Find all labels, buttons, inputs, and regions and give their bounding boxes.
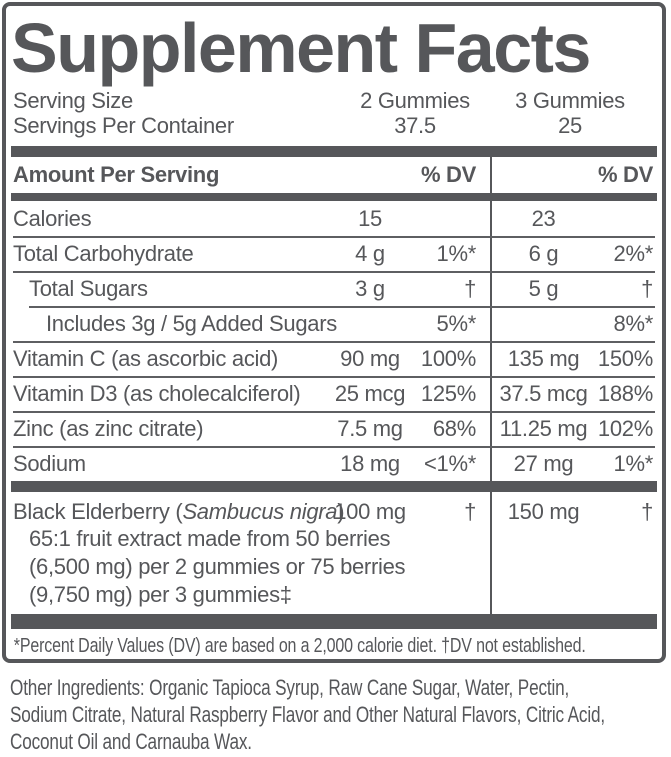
nutrient-name: Total Sugars xyxy=(29,275,148,301)
nutrient-name: Sodium xyxy=(13,450,86,476)
nutrient-amount-2g: 90 mg xyxy=(340,345,400,371)
thick-divider-bar xyxy=(11,481,657,492)
row-calories: Calories 15 23 xyxy=(13,201,655,236)
nutrient-name: Includes 3g / 5g Added Sugars xyxy=(46,310,337,336)
nutrient-amount-3g: 27 mg xyxy=(490,446,595,481)
nutrient-amount-2g: 15 xyxy=(358,205,382,231)
nutrient-amount-2g: 7.5 mg xyxy=(337,415,403,441)
nutrient-dv-2g: 68% xyxy=(432,415,476,441)
other-ingredients-line: Other Ingredients: Organic Tapioca Syrup… xyxy=(10,675,570,700)
column-header-row: Amount Per Serving % DV % DV xyxy=(13,157,655,193)
serving-size-value-2g: 2 Gummies xyxy=(360,88,470,113)
servings-per-container-row: Servings Per Container 37.5 25 xyxy=(13,113,655,138)
nutrient-dv-3g: 188% xyxy=(597,380,653,406)
nutrient-amount-3g: 23 xyxy=(490,201,595,236)
elderberry-detail-line: (9,750 mg) per 3 gummies‡ xyxy=(29,582,292,607)
row-sodium: Sodium 18 mg <1%* 27 mg 1%* xyxy=(13,446,655,481)
row-vitamin-c: Vitamin C (as ascorbic acid) 90 mg 100% … xyxy=(13,341,655,376)
row-total-sugars: Total Sugars 3 g † 5 g † xyxy=(13,271,655,306)
nutrient-dv-2g: 5%* xyxy=(436,310,477,336)
thick-divider-bar xyxy=(11,146,657,157)
medium-divider-bar xyxy=(11,193,657,201)
nutrient-amount-3g: 135 mg xyxy=(490,341,595,376)
dv-footnote: *Percent Daily Values (DV) are based on … xyxy=(13,635,586,657)
row-total-carbohydrate: Total Carbohydrate 4 g 1%* 6 g 2%* xyxy=(13,236,655,271)
percent-dv-header-2g: % DV xyxy=(420,162,476,187)
elderberry-detail-line: (6,500 mg) per 2 gummies or 75 berries xyxy=(29,554,406,579)
elderberry-name: Black Elderberry (Sambucus nigra) xyxy=(13,499,345,524)
nutrient-dv-3g: 2%* xyxy=(613,240,654,266)
serving-size-label: Serving Size xyxy=(13,88,133,113)
servings-count-2g: 37.5 xyxy=(394,113,436,138)
servings-count-3g: 25 xyxy=(558,113,582,138)
nutrient-dv-3g: 1%* xyxy=(613,450,654,476)
elderberry-dv-2g: † xyxy=(464,499,476,524)
nutrient-dv-3g: 150% xyxy=(597,345,653,371)
nutrient-name: Zinc (as zinc citrate) xyxy=(13,415,204,441)
serving-size-row: Serving Size 2 Gummies 3 Gummies xyxy=(13,88,655,113)
row-black-elderberry: Black Elderberry (Sambucus nigra) 100 mg… xyxy=(13,492,655,614)
nutrient-amount-3g: 5 g xyxy=(490,271,595,306)
nutrient-dv-3g: 8%* xyxy=(613,310,654,336)
nutrient-amount-2g: 4 g xyxy=(355,240,385,266)
nutrient-dv-3g: † xyxy=(641,275,653,301)
nutrient-table: Calories 15 23 Total Carbohydrate 4 g 1%… xyxy=(13,201,655,481)
nutrient-amount-2g: 3 g xyxy=(355,275,385,301)
nutrient-dv-2g: 1%* xyxy=(436,240,477,266)
elderberry-latin-name: Sambucus nigra xyxy=(182,499,338,524)
serving-size-value-3g: 3 Gummies xyxy=(515,88,625,113)
nutrient-amount-2g: 25 mcg xyxy=(334,380,406,406)
other-ingredients-section: Other Ingredients: Organic Tapioca Syrup… xyxy=(10,674,671,755)
nutrient-dv-2g: 100% xyxy=(420,345,476,371)
nutrient-dv-2g: <1%* xyxy=(423,450,476,476)
row-vitamin-d3: Vitamin D3 (as cholecalciferol) 25 mcg 1… xyxy=(13,376,655,411)
row-added-sugars: Includes 3g / 5g Added Sugars 5%* 8%* xyxy=(13,306,655,341)
elderberry-amount-3g: 150 mg xyxy=(507,499,580,524)
nutrient-amount-2g: 18 mg xyxy=(340,450,400,476)
nutrient-dv-3g: 102% xyxy=(597,415,653,441)
thick-divider-bar xyxy=(11,614,657,629)
elderberry-dv-3g: † xyxy=(641,499,653,524)
nutrient-dv-2g: 125% xyxy=(420,380,476,406)
nutrient-amount-3g: 11.25 mg xyxy=(490,411,595,446)
supplement-facts-label: Supplement Facts Serving Size 2 Gummies … xyxy=(2,2,666,663)
amount-per-serving-header: Amount Per Serving xyxy=(13,162,220,187)
elderberry-detail-line: 65:1 fruit extract made from 50 berries xyxy=(29,526,391,551)
nutrient-dv-2g: † xyxy=(464,275,476,301)
nutrient-name: Total Carbohydrate xyxy=(13,240,194,266)
nutrient-name: Calories xyxy=(13,205,92,231)
row-zinc: Zinc (as zinc citrate) 7.5 mg 68% 11.25 … xyxy=(13,411,655,446)
nutrient-amount-3g: 6 g xyxy=(490,236,595,271)
nutrient-amount-3g xyxy=(490,306,595,341)
servings-per-container-label: Servings Per Container xyxy=(13,113,234,138)
other-ingredients-line: Sodium Citrate, Natural Raspberry Flavor… xyxy=(10,702,606,727)
nutrient-name: Vitamin D3 (as cholecalciferol) xyxy=(13,380,301,406)
elderberry-amount-2g: 100 mg xyxy=(334,499,406,524)
nutrient-name: Vitamin C (as ascorbic acid) xyxy=(13,345,279,371)
percent-dv-header-3g: % DV xyxy=(597,162,653,187)
nutrient-amount-3g: 37.5 mcg xyxy=(490,376,595,411)
other-ingredients-line: Coconut Oil and Carnauba Wax. xyxy=(10,729,252,754)
label-title: Supplement Facts xyxy=(11,9,591,87)
